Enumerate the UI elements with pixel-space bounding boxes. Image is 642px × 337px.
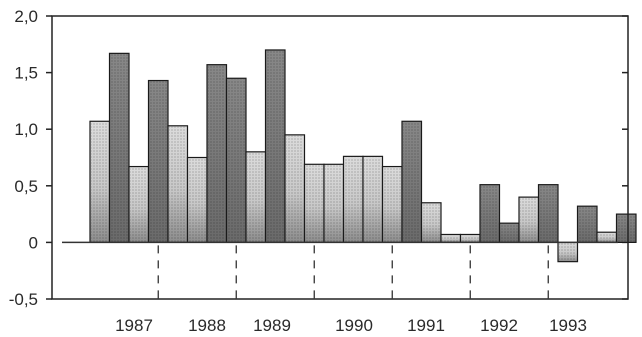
y-axis-tick-labels: 2,0 1,5 1,0 0,5 0 -0,5 bbox=[9, 7, 628, 309]
y-tick-label: 1,0 bbox=[14, 120, 38, 139]
bar-texture bbox=[91, 122, 109, 242]
bar-texture bbox=[559, 243, 577, 261]
bar-texture bbox=[286, 135, 304, 242]
bar-texture bbox=[344, 157, 362, 242]
bar-texture bbox=[247, 152, 265, 242]
axis-decorations bbox=[51, 15, 629, 300]
bar-texture bbox=[403, 122, 421, 242]
bar-texture bbox=[578, 207, 596, 242]
x-tick-label: 1987 bbox=[115, 316, 153, 335]
bar-texture bbox=[325, 165, 343, 242]
bar-texture bbox=[422, 203, 440, 242]
y-tick-label: 1,5 bbox=[14, 64, 38, 83]
y-tick-label: -0,5 bbox=[9, 290, 38, 309]
bar-texture bbox=[305, 165, 323, 242]
bar-texture bbox=[520, 198, 538, 242]
bar-texture bbox=[364, 157, 382, 242]
x-tick-label: 1993 bbox=[549, 316, 587, 335]
bar-texture bbox=[169, 126, 187, 242]
bar-texture bbox=[617, 215, 635, 242]
bar-texture bbox=[188, 158, 206, 242]
y-tick-label: 0 bbox=[29, 233, 38, 252]
x-tick-label: 1989 bbox=[253, 316, 291, 335]
bar-texture bbox=[598, 233, 616, 242]
bar-series bbox=[89, 49, 637, 263]
bar-texture bbox=[539, 185, 557, 242]
bar-texture bbox=[208, 65, 226, 242]
bar-texture bbox=[149, 81, 167, 242]
x-axis-tick-labels: 1987 1988 1989 1990 1991 1992 1993 bbox=[115, 316, 587, 335]
bar-texture bbox=[227, 79, 245, 242]
bar-texture bbox=[130, 167, 148, 242]
y-tick-label: 0,5 bbox=[14, 177, 38, 196]
bar-texture bbox=[383, 167, 401, 242]
bar-texture bbox=[461, 235, 479, 242]
bar-texture bbox=[442, 235, 460, 242]
x-tick-label: 1990 bbox=[335, 316, 373, 335]
x-tick-label: 1991 bbox=[407, 316, 445, 335]
bar-texture bbox=[110, 54, 128, 242]
y-tick-label: 2,0 bbox=[14, 7, 38, 26]
plot-frame bbox=[51, 15, 629, 300]
bar-texture bbox=[266, 50, 284, 242]
x-tick-label: 1992 bbox=[480, 316, 518, 335]
bar-texture bbox=[500, 224, 518, 242]
bar-texture bbox=[481, 185, 499, 242]
x-tick-label: 1988 bbox=[188, 316, 226, 335]
